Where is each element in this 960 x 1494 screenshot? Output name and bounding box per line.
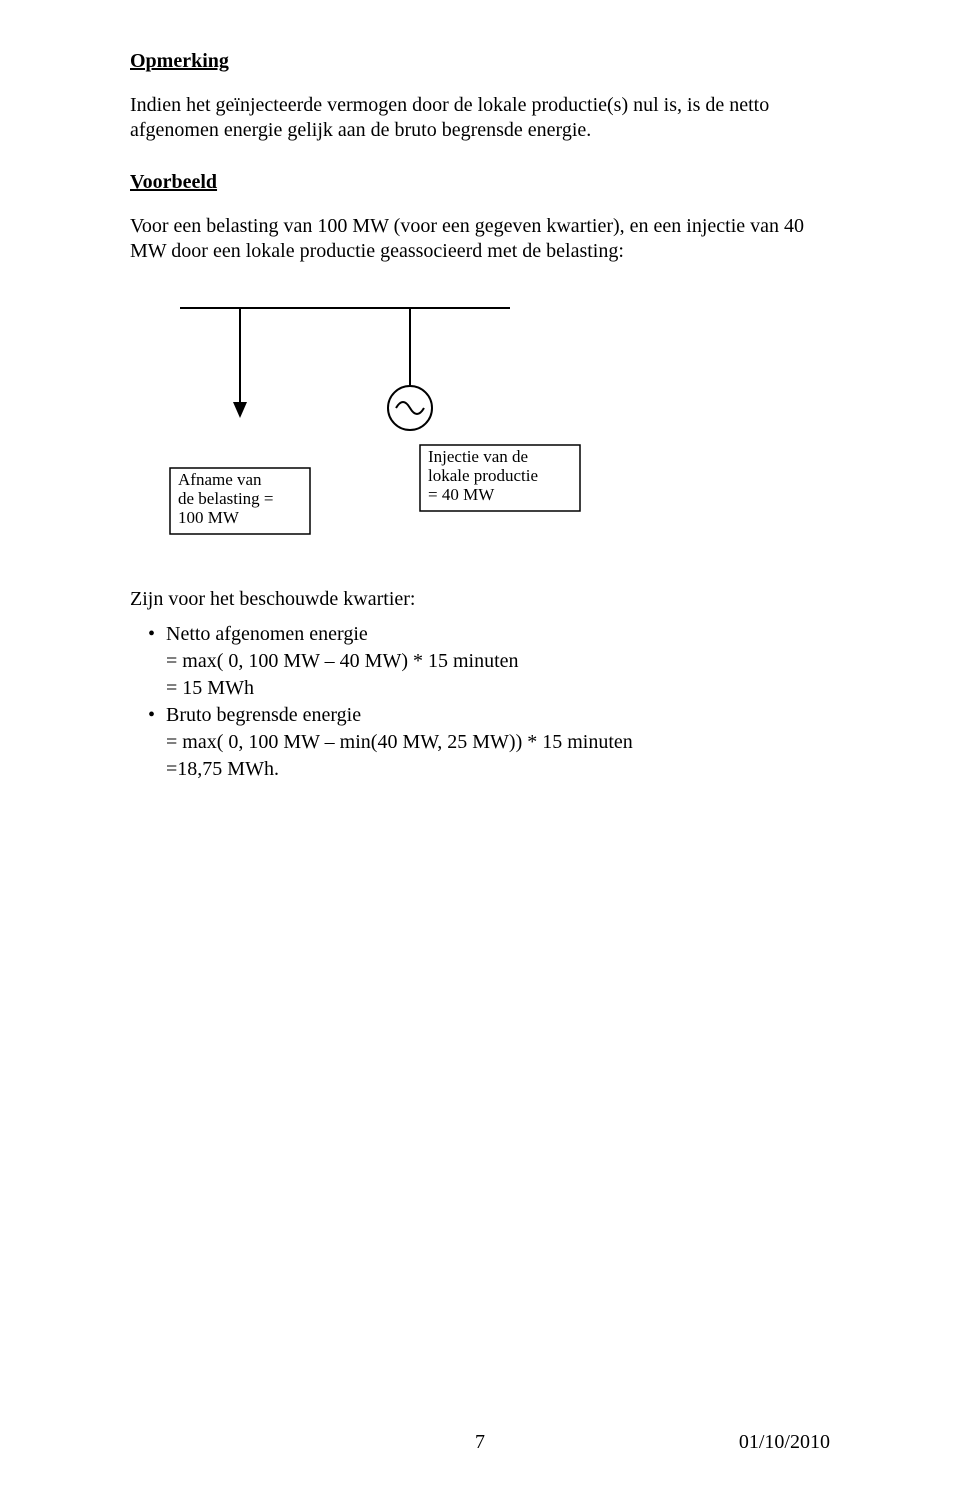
diagram-svg: Afname vande belasting =100 MW Injectie v… [130,298,590,568]
bullet-bruto-title: Bruto begrensde energie [166,704,361,726]
footer-date: 01/10/2010 [739,1431,830,1454]
footer-page-number: 7 [475,1431,485,1454]
bullet-bruto-line2: =18,75 MWh. [166,756,830,783]
svg-text:= 40 MW: = 40 MW [428,485,495,504]
svg-text:Afname van: Afname van [178,470,262,489]
bullet-netto-line1: = max( 0, 100 MW – 40 MW) * 15 minuten [166,648,830,675]
example-intro: Voor een belasting van 100 MW (voor een … [130,214,830,264]
svg-text:de belasting =: de belasting = [178,489,274,508]
svg-text:100 MW: 100 MW [178,508,240,527]
page: Opmerking Indien het geïnjecteerde vermo… [0,0,960,1494]
svg-text:lokale productie: lokale productie [428,466,538,485]
heading-opmerking: Opmerking [130,50,830,73]
svg-text:Injectie van de: Injectie van de [428,447,528,466]
bullet-netto-title: Netto afgenomen energie [166,623,368,645]
circuit-diagram: Afname vande belasting =100 MW Injectie v… [130,298,830,568]
bullet-netto: Netto afgenomen energie = max( 0, 100 MW… [148,621,830,702]
heading-voorbeeld: Voorbeeld [130,171,830,194]
bullet-list: Netto afgenomen energie = max( 0, 100 MW… [148,621,830,783]
bullet-bruto-line1: = max( 0, 100 MW – min(40 MW, 25 MW)) * … [166,729,830,756]
page-footer: 7 01/10/2010 [0,1431,960,1454]
intro-paragraph: Indien het geïnjecteerde vermogen door d… [130,93,830,143]
bullet-netto-line2: = 15 MWh [166,675,830,702]
bullet-bruto: Bruto begrensde energie = max( 0, 100 MW… [148,702,830,783]
sub-heading: Zijn voor het beschouwde kwartier: [130,588,830,611]
